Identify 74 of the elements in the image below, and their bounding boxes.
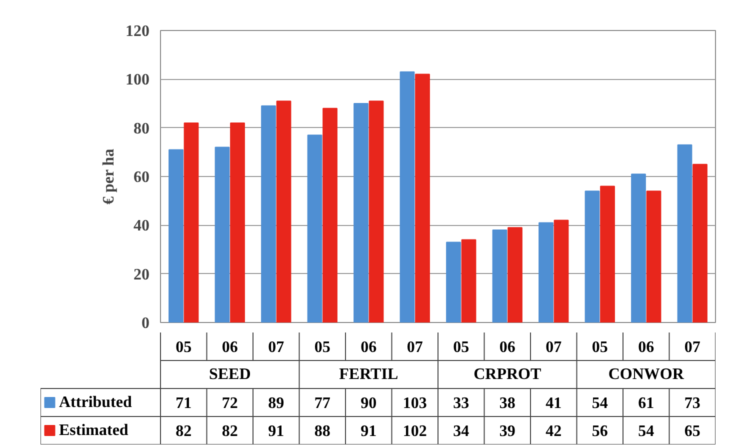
text: FERTIL (339, 366, 398, 383)
data-label: 73 (684, 395, 700, 412)
data-label: 39 (499, 423, 516, 440)
bar (400, 71, 415, 322)
bar (184, 122, 199, 322)
data-label: 65 (684, 423, 700, 440)
bar (554, 220, 569, 322)
x-tick-label: 06 (360, 339, 377, 356)
x-tick-label: 06 (222, 339, 238, 356)
bar (538, 222, 554, 322)
y-tick-label: 60 (134, 169, 150, 186)
data-label: 38 (499, 395, 516, 412)
x-tick-label: 06 (499, 339, 516, 356)
data-label: 102 (402, 423, 427, 440)
y-tick-label: 40 (134, 218, 150, 235)
bar (168, 149, 184, 322)
data-label: 88 (314, 423, 330, 440)
data-label: 61 (638, 395, 654, 412)
text: SEED (208, 366, 251, 383)
bar (600, 186, 615, 322)
bar (322, 108, 338, 322)
bar (368, 100, 384, 322)
bar (631, 174, 646, 322)
x-tick-label: 05 (314, 339, 330, 356)
x-tick-label: 07 (268, 339, 284, 356)
bar (230, 122, 245, 322)
bar (646, 190, 662, 322)
data-label: 42 (546, 423, 562, 440)
bar (261, 105, 276, 322)
legend-label: Attributed (59, 394, 132, 411)
text: CONWOR (608, 366, 684, 383)
y-axis-title: € per ha (100, 148, 118, 204)
x-tick-label: 07 (684, 339, 700, 356)
y-tick-label: 0 (142, 315, 150, 332)
data-label: 91 (268, 423, 284, 440)
data-label: 91 (360, 423, 377, 440)
data-label: 34 (453, 423, 470, 440)
data-label: 33 (453, 395, 470, 412)
bar (276, 100, 292, 322)
bar (584, 190, 600, 322)
data-label: 90 (360, 395, 377, 412)
bar (354, 103, 368, 322)
bar (214, 146, 230, 322)
data-label: 71 (176, 395, 192, 412)
data-label: 54 (592, 395, 608, 412)
x-tick-label: 05 (176, 339, 192, 356)
data-label: 72 (222, 395, 238, 412)
bar (461, 239, 476, 322)
x-tick-label: 06 (638, 339, 654, 356)
y-tick-label: 20 (134, 266, 150, 284)
data-label: 41 (546, 395, 562, 412)
x-tick-label: 05 (453, 339, 470, 356)
bar (508, 227, 522, 322)
text: CRPROT (474, 366, 542, 383)
bar (692, 164, 708, 322)
bar (307, 134, 322, 322)
y-tick-label: 80 (134, 120, 150, 138)
bar (446, 242, 461, 322)
y-tick-label: 120 (126, 23, 150, 40)
data-label: 56 (592, 423, 608, 440)
data-label: 89 (268, 395, 284, 412)
y-tick-label: 100 (126, 72, 150, 89)
data-label: 54 (638, 423, 654, 440)
bar (415, 74, 430, 322)
bar (492, 230, 508, 322)
data-label: 82 (176, 423, 192, 440)
x-tick-label: 07 (546, 339, 562, 356)
legend-label: Estimated (59, 422, 128, 439)
data-label: 103 (402, 395, 427, 412)
data-label: 82 (222, 423, 238, 440)
data-label: 77 (314, 395, 330, 412)
x-tick-label: 07 (406, 339, 423, 356)
x-tick-label: 05 (592, 339, 608, 356)
bar (677, 144, 692, 322)
